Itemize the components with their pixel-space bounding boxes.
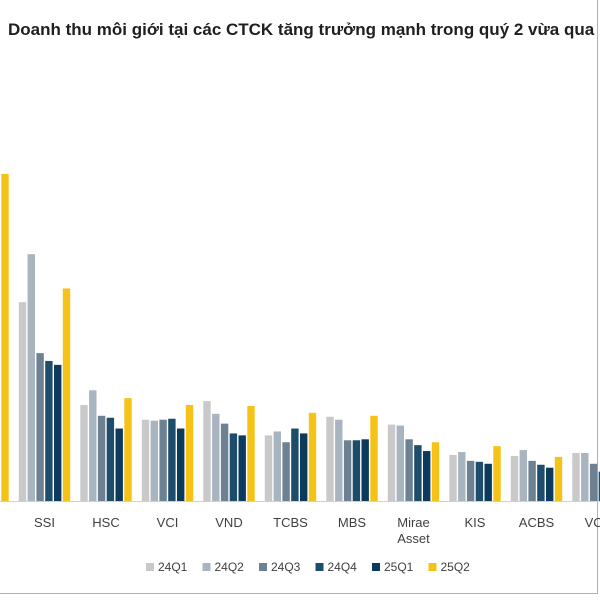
bar-acbs-24q2: [519, 450, 527, 501]
bar-mirae-asset-24q2: [396, 425, 404, 501]
legend-label: 24Q2: [215, 560, 245, 574]
bar-hsc-24q4: [106, 417, 115, 501]
bar-acbs-24q3: [528, 460, 536, 501]
bar-mirae-asset-24q1: [387, 424, 396, 501]
bar-ssi-25q2: [62, 288, 71, 501]
bar-mbs-25q1: [361, 439, 369, 501]
legend-swatch: [372, 563, 380, 571]
category-label: KIS: [465, 515, 486, 530]
bar-hsc-24q1: [80, 405, 88, 501]
bar-tcbs-24q1: [264, 435, 273, 501]
bar-vnd-24q1: [203, 401, 211, 501]
bar-ssi-25q1: [54, 364, 62, 501]
category-label: VND: [215, 515, 242, 530]
bar-vcb-24q4: [598, 471, 600, 501]
bar-kis-25q2: [493, 446, 501, 501]
legend-swatch: [202, 563, 211, 571]
bar-mbs-24q3: [343, 440, 352, 501]
legend-label: 24Q3: [271, 560, 301, 574]
bar-hsc-24q3: [97, 415, 106, 501]
bar-vnd-24q2: [212, 413, 220, 501]
bar-ssi-24q1: [18, 302, 27, 501]
category-label: VCB: [585, 515, 600, 530]
category-label: Mirae Asset: [397, 515, 430, 546]
bar-vnd-24q3: [220, 423, 229, 501]
bar-kis-25q1: [484, 463, 492, 501]
category-label: VCI: [157, 515, 179, 530]
bar-kis-24q3: [466, 460, 475, 501]
bar-ssi-24q3: [36, 353, 44, 501]
bar-mbs-24q4: [352, 440, 361, 501]
bar-first-25q2: [1, 173, 9, 501]
bar-vci-25q2: [185, 405, 194, 501]
bar-vcb-24q2: [581, 453, 589, 501]
bar-mirae-asset-24q4: [414, 445, 422, 501]
bar-vci-24q1: [141, 419, 150, 501]
bar-ssi-24q2: [27, 254, 35, 501]
bar-vci-24q3: [159, 419, 167, 501]
bar-vci-24q2: [150, 420, 158, 501]
bar-mbs-25q2: [370, 415, 378, 501]
bar-acbs-25q1: [546, 467, 554, 501]
legend-swatch: [315, 563, 324, 571]
bar-kis-24q1: [449, 454, 457, 501]
bar-vci-25q1: [177, 428, 185, 501]
bar-acbs-24q4: [537, 464, 545, 501]
bar-kis-24q2: [458, 452, 466, 501]
legend-swatch: [259, 563, 267, 571]
legend-swatch: [146, 563, 154, 571]
bar-vnd-25q1: [238, 435, 246, 501]
legend: 24Q1 24Q2 24Q3 24Q4 25Q1 25Q2: [146, 560, 470, 574]
bar-mirae-asset-25q2: [431, 442, 440, 501]
bar-tcbs-24q4: [291, 428, 299, 501]
bar-tcbs-25q2: [308, 412, 317, 501]
legend-label: 24Q1: [158, 560, 188, 574]
bar-mbs-24q2: [335, 419, 343, 501]
bars-group: [1, 173, 600, 501]
bar-vcb-24q3: [589, 463, 598, 501]
bar-vnd-24q4: [229, 433, 238, 501]
chart-title: Doanh thu môi giới tại các CTCK tăng trư…: [8, 20, 595, 39]
bar-mirae-asset-25q1: [423, 451, 431, 501]
category-label: HSC: [92, 515, 119, 530]
bar-acbs-24q1: [510, 455, 519, 501]
bar-hsc-25q1: [115, 428, 123, 501]
category-label: TCBS: [273, 515, 308, 530]
bar-mirae-asset-24q3: [405, 439, 413, 501]
bar-vcb-24q1: [572, 453, 580, 501]
bar-kis-24q4: [475, 461, 484, 501]
legend-label: 25Q2: [441, 560, 471, 574]
bar-mbs-24q1: [326, 416, 334, 501]
bar-vnd-25q2: [247, 406, 255, 501]
bar-vci-24q4: [168, 418, 176, 501]
category-label: MBS: [338, 515, 367, 530]
bar-acbs-25q2: [554, 456, 563, 501]
bar-tcbs-25q1: [300, 433, 308, 501]
bar-hsc-25q2: [124, 398, 132, 501]
bar-ssi-24q4: [45, 360, 53, 501]
legend-label: 24Q4: [328, 560, 358, 574]
category-label: SSI: [34, 515, 55, 530]
bar-hsc-24q2: [89, 390, 97, 501]
legend-label: 25Q1: [384, 560, 414, 574]
bar-tcbs-24q3: [282, 442, 290, 501]
legend-swatch: [428, 563, 437, 571]
bar-tcbs-24q2: [273, 431, 281, 501]
category-label: ACBS: [519, 515, 555, 530]
